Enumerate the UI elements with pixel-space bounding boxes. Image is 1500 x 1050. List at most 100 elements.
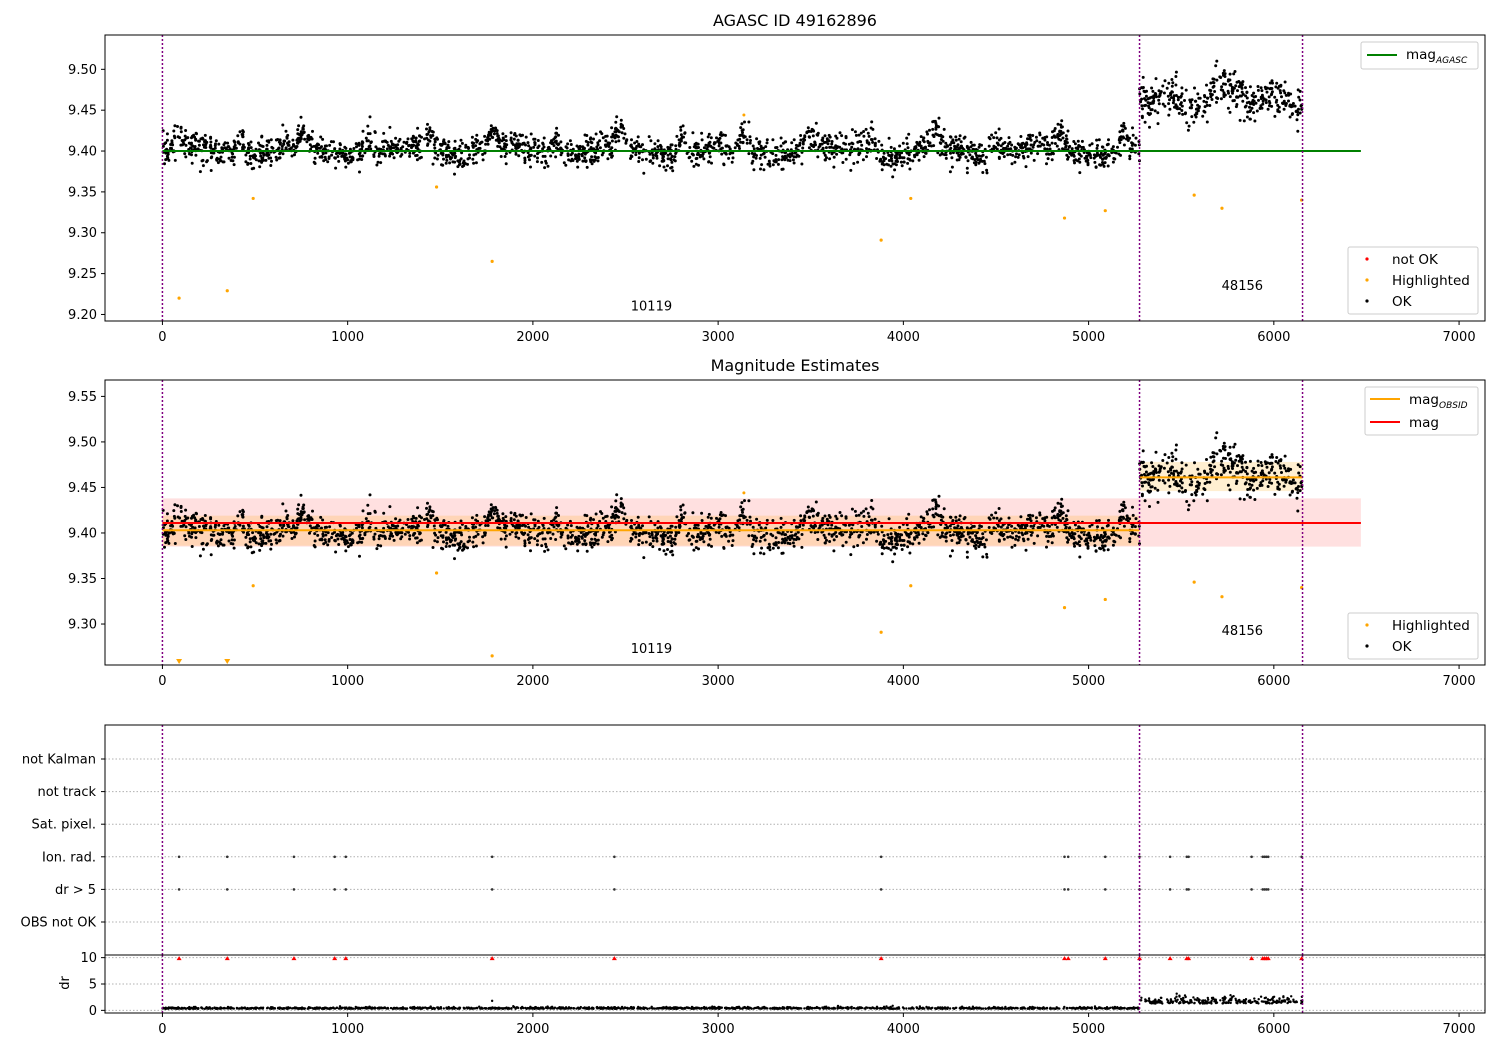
ok-point	[792, 161, 796, 165]
ok-point	[1002, 537, 1006, 541]
ok-point	[258, 548, 262, 552]
ok-point	[1008, 535, 1012, 539]
ok-point	[209, 525, 213, 529]
ok-point	[1179, 95, 1183, 99]
ok-point	[662, 549, 666, 553]
ok-point	[519, 514, 523, 518]
ok-point	[375, 547, 379, 551]
ok-point	[1209, 470, 1213, 474]
ok-point	[1188, 106, 1192, 110]
ok-point	[1078, 160, 1082, 164]
ok-point	[329, 140, 333, 144]
ok-point	[183, 534, 187, 538]
ok-point	[670, 143, 674, 147]
ok-point	[1171, 81, 1175, 85]
ok-point	[524, 516, 528, 519]
ok-point	[1101, 544, 1104, 548]
ok-point	[281, 152, 285, 156]
ok-point	[282, 524, 286, 528]
ok-point	[532, 518, 536, 522]
ok-point	[969, 140, 973, 144]
ok-point	[1168, 98, 1171, 102]
ok-point	[1141, 484, 1144, 488]
ok-point	[1193, 461, 1196, 465]
ok-point	[242, 145, 246, 149]
ok-point	[932, 515, 936, 519]
ok-point	[759, 536, 763, 539]
ok-point	[950, 539, 954, 542]
ok-point	[406, 137, 410, 141]
ok-point	[1152, 99, 1156, 103]
ok-point	[546, 530, 549, 534]
ok-point	[916, 142, 920, 146]
ok-point	[683, 131, 687, 135]
ok-point	[803, 138, 807, 142]
ok-point	[1238, 497, 1242, 501]
ok-point	[759, 144, 763, 148]
ok-point	[623, 512, 627, 516]
ok-point	[295, 141, 299, 145]
ok-point	[379, 534, 383, 537]
ok-point	[799, 138, 803, 142]
highlighted-point	[909, 196, 913, 201]
ok-point	[575, 144, 579, 148]
ok-point	[905, 517, 909, 521]
ok-point	[504, 162, 508, 166]
ok-point	[700, 138, 704, 142]
ok-point	[1088, 143, 1092, 147]
ok-point	[265, 525, 269, 529]
ok-point	[297, 136, 300, 140]
ok-point	[1235, 80, 1239, 84]
ok-point	[1218, 448, 1222, 452]
ok-point	[211, 533, 215, 537]
ok-point	[245, 531, 249, 535]
ok-point	[781, 537, 785, 541]
ok-point	[622, 136, 626, 140]
ok-point	[974, 546, 978, 550]
ok-point	[489, 503, 493, 507]
ok-point	[442, 157, 445, 161]
ok-point	[759, 153, 763, 157]
ok-point	[514, 152, 518, 156]
ok-point	[407, 144, 411, 148]
ok-point	[425, 127, 428, 131]
ok-point	[316, 151, 320, 155]
ok-point	[436, 536, 440, 540]
ok-point	[1066, 538, 1070, 542]
ok-point	[492, 132, 496, 136]
ok-point	[876, 532, 880, 536]
ok-point	[739, 126, 743, 130]
ok-point	[1032, 524, 1036, 528]
ok-point	[1245, 493, 1249, 497]
highlighted-point	[251, 196, 255, 201]
ok-point	[1095, 533, 1099, 537]
ok-point	[771, 519, 775, 522]
ok-point	[184, 155, 188, 159]
ok-point	[849, 553, 853, 557]
ok-point	[1242, 497, 1246, 501]
ok-point	[823, 514, 827, 518]
ok-point	[1133, 532, 1137, 536]
ok-point	[1253, 498, 1257, 501]
ok-point	[478, 142, 482, 146]
ok-point	[496, 144, 500, 148]
ok-point	[1006, 144, 1010, 148]
ok-point	[535, 160, 539, 164]
ok-point	[988, 137, 992, 141]
ok-point	[1276, 461, 1280, 465]
ok-point	[720, 146, 724, 150]
ok-point	[761, 146, 765, 150]
ok-point	[914, 531, 918, 535]
ok-point	[205, 160, 209, 164]
ok-point	[372, 155, 376, 158]
ok-point	[1056, 135, 1060, 139]
ok-point	[474, 152, 478, 156]
ok-point	[480, 140, 484, 144]
ok-point	[505, 143, 509, 147]
ok-point	[1064, 134, 1068, 138]
ok-point	[1284, 93, 1288, 97]
ok-point	[827, 133, 831, 137]
ok-point	[908, 167, 912, 171]
ok-point	[471, 144, 475, 148]
ok-point	[327, 538, 331, 541]
